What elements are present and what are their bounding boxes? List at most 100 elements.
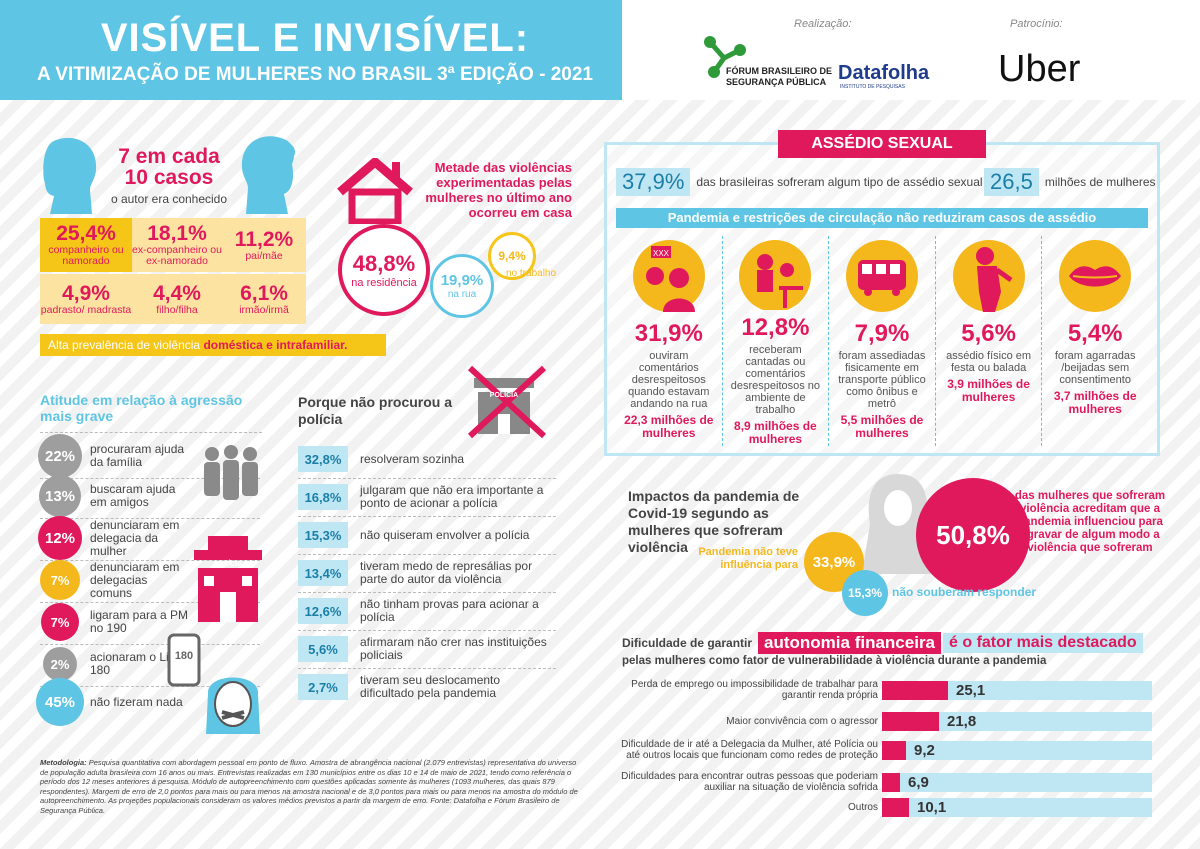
author-item-value: 6,1%: [240, 281, 288, 305]
pandemic-title: Impactos da pandemia de Covid-19 segundo…: [628, 488, 800, 555]
harassment-icon: [952, 240, 1025, 312]
harassment-item: 5,4% foram agarradas /beijadas sem consen…: [1042, 236, 1148, 446]
harassment-icon: [1059, 240, 1132, 312]
author-footer-2: doméstica e intrafamiliar.: [203, 338, 348, 352]
police-row: 12,6% não tinham provas para acionar a po…: [298, 596, 556, 626]
police-divider: [298, 478, 556, 479]
attitude-divider: [40, 518, 260, 519]
author-item: 4,4% filho/filha: [132, 274, 222, 324]
attitude-circle: 7%: [41, 603, 79, 641]
harassment-item-value: 31,9%: [634, 320, 703, 347]
author-item-value: 4,4%: [153, 281, 201, 305]
author-item-label: filho/filha: [156, 303, 198, 316]
attitude-circle: 45%: [36, 678, 84, 726]
harassment-item-value: 5,4%: [1067, 320, 1123, 347]
finance-t2: autonomia financeira: [758, 632, 942, 654]
pandemic-unknown-label: não souberam responder: [892, 585, 1037, 599]
police-value: 13,4%: [298, 560, 348, 586]
attitude-divider: [40, 686, 260, 687]
attitude-label: acionaram o Ligue 180: [90, 650, 189, 677]
finance-sub: pelas mulheres como fator de vulnerabili…: [622, 655, 1047, 667]
pandemic-no-influence-label: Pandemia não teve influência para: [698, 546, 798, 571]
harassment-item: XXX 31,9% ouviram comentários desrespeitos…: [616, 236, 723, 446]
harassment-title: ASSÉDIO SEXUAL: [778, 130, 986, 158]
methodology: Metodologia: Pesquisa quantitativa com a…: [40, 758, 580, 815]
harassment-item-millions: 5,5 milhões de mulheres: [840, 413, 924, 440]
finance-category: Outros: [847, 801, 878, 813]
attitude-label: não fizeram nada: [90, 694, 183, 709]
police-label: não tinham provas para acionar a polícia: [360, 597, 539, 624]
attitude-divider: [40, 432, 262, 433]
methodology-text: Pesquisa quantitativa com abordagem pess…: [40, 758, 578, 815]
harassment-band: Pandemia e restrições de circulação não …: [616, 208, 1148, 228]
attitude-circle: 7%: [40, 560, 80, 600]
harassment-item-millions: 3,7 milhões de mulheres: [1053, 389, 1137, 416]
attitude-title: Atitude em relação à agressão mais grave: [40, 392, 243, 424]
author-item: 11,2% pai/mãe: [222, 218, 306, 272]
harassment-item-label: foram agarradas /beijadas sem consentime…: [1054, 350, 1136, 386]
finance-chart: Perda de emprego ou impossibilidade de t…: [620, 676, 1160, 826]
police-label: não quiseram envolver a polícia: [360, 527, 530, 542]
finance-bar-track: [882, 680, 1152, 700]
harassment-icon: XXX: [632, 240, 705, 312]
phone-icon: [167, 633, 201, 687]
finance-bar: [882, 680, 948, 700]
harassment-stat-2: 26,5 milhões de mulheres: [984, 168, 1156, 196]
author-footer: Alta prevalência de violência doméstica …: [40, 334, 386, 356]
attitude-divider: [40, 602, 260, 603]
finance-bar: [882, 797, 909, 817]
family-group-icon: [204, 445, 258, 500]
harassment-item-millions: 22,3 milhões de mulheres: [624, 413, 714, 440]
finance-bar-value: 25,1: [956, 681, 986, 699]
attitude-label: buscaram ajuda em amigos: [90, 482, 176, 509]
methodology-label: Metodologia:: [40, 758, 87, 767]
page-title: VISÍVEL E INVISÍVEL:: [100, 16, 530, 60]
harassment-item: 5,6% assédio físico em festa ou balada 3,9…: [936, 236, 1043, 446]
harassment-grid: XXX 31,9% ouviram comentários desrespeitos…: [616, 236, 1148, 446]
police-divider: [298, 668, 556, 669]
finance-bar: [882, 740, 906, 760]
police-row: 16,8% julgaram que não era importante a p…: [298, 482, 556, 512]
police-row: 32,8% resolveram sozinha: [298, 444, 556, 474]
police-value: 32,8%: [298, 446, 348, 472]
author-footer-1: Alta prevalência de violência: [48, 338, 201, 352]
finance-t1: Dificuldade de garantir: [622, 636, 753, 650]
police-row: 13,4% tiveram medo de represálias por par…: [298, 558, 556, 588]
uber-logo: Uber: [998, 48, 1081, 90]
no-police-icon: [467, 365, 547, 439]
attitude-row: 22% procuraram ajuda da família: [36, 434, 256, 478]
police-label: julgaram que não era importante a ponto …: [360, 483, 544, 510]
police-value: 15,3%: [298, 522, 348, 548]
harassment-item: 7,9% foram assediadas fisicamente em tran…: [829, 236, 936, 446]
finance-bar-value: 6,9: [908, 773, 929, 791]
author-item-label: padrasto/ madrasta: [40, 303, 132, 316]
finance-bar-track: [882, 711, 1152, 731]
page-subtitle: A VITIMIZAÇÃO DE MULHERES NO BRASIL 3ª E…: [37, 64, 593, 85]
home-residence-value: 48,8%: [352, 251, 416, 276]
harassment-millions: 26,5: [984, 168, 1039, 196]
finance-bar-track: [882, 772, 1152, 792]
police-value: 5,6%: [298, 636, 348, 662]
datafolha-logo: Datafolha: [838, 62, 930, 84]
finance-category: Perda de emprego ou impossibilidade de t…: [631, 679, 878, 701]
attitude-row: 2% acionaram o Ligue 180: [36, 644, 256, 684]
author-item: 6,1% irmão/irmã: [222, 274, 306, 324]
author-sub: o autor era conhecido: [110, 192, 228, 206]
home-residence-circle: 48,8% na residência: [338, 224, 430, 316]
author-item-value: 18,1%: [147, 222, 207, 245]
attitude-divider: [40, 560, 260, 561]
harassment-icon: [739, 240, 812, 310]
finance-category: Dificuldade de ir até a Delegacia da Mul…: [621, 739, 878, 761]
harassment-item-value: 7,9%: [854, 320, 910, 347]
finance-headline: Dificuldade de garantir autonomia financ…: [622, 632, 1143, 654]
author-item-label: pai/mãe: [245, 249, 283, 262]
police-label: afirmaram não crer nas instituições poli…: [360, 635, 547, 662]
police-row: 15,3% não quiseram envolver a polícia: [298, 520, 556, 550]
no-police-sign: POLÍCIA: [489, 392, 519, 399]
author-item-value: 25,4%: [56, 222, 116, 245]
police-station-icon: [194, 536, 262, 622]
finance-category: Maior convivência com o agressor: [726, 715, 878, 727]
harassment-pct: 37,9%: [616, 168, 691, 196]
harassment-item-value: 12,8%: [741, 314, 810, 341]
harassment-pct-label: das brasileiras sofreram algum tipo de a…: [696, 175, 983, 189]
